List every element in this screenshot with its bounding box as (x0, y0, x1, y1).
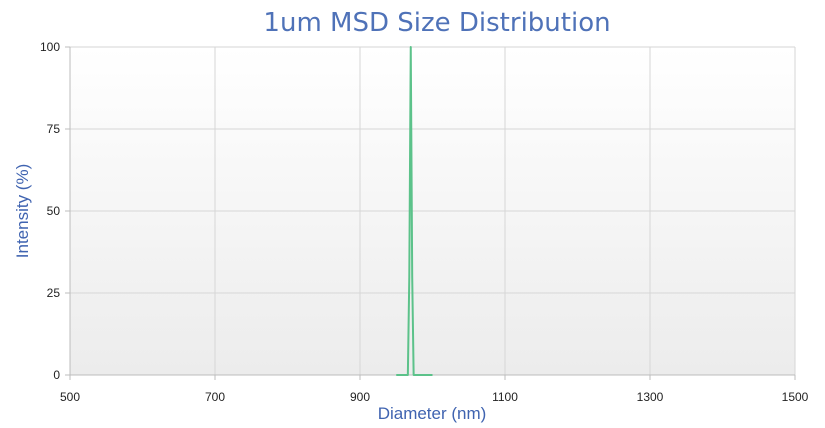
series-layer (396, 46, 433, 376)
y-tick-label: 100 (40, 40, 60, 54)
x-tick-label: 1500 (782, 390, 809, 404)
series-line (396, 46, 433, 376)
x-tick-label: 1300 (637, 390, 664, 404)
y-tick-label: 50 (47, 204, 61, 218)
y-axis-ticks: 0 25 50 75 100 (40, 40, 60, 382)
x-tick-label: 900 (350, 390, 370, 404)
x-axis-ticks: 500 700 900 1100 1300 1500 (60, 390, 809, 404)
x-tick-label: 700 (205, 390, 225, 404)
y-tick-label: 0 (53, 368, 60, 382)
x-tick-label: 1100 (492, 390, 518, 404)
chart-title: 1um MSD Size Distribution (263, 8, 610, 38)
y-tick-label: 75 (47, 122, 61, 136)
y-axis-label: Intensity (%) (13, 164, 32, 258)
x-tick-label: 500 (60, 390, 80, 404)
y-tick-label: 25 (47, 286, 61, 300)
x-axis-label: Diameter (nm) (378, 404, 487, 423)
